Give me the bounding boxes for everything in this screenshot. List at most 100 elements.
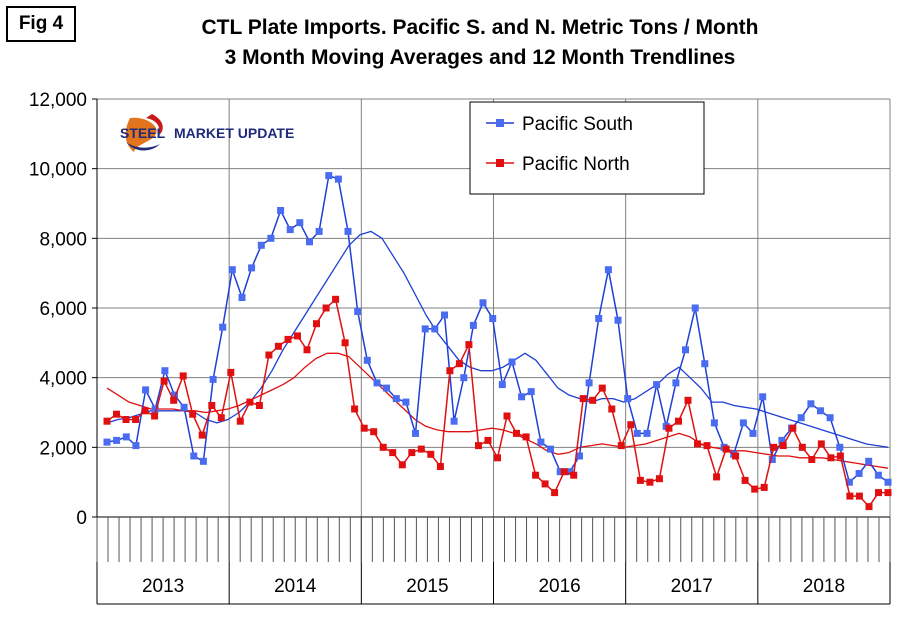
- legend-south-marker: [496, 119, 504, 127]
- data-point-pacific-north: [360, 424, 368, 432]
- legend-north-marker: [496, 159, 504, 167]
- data-point-pacific-north: [798, 443, 806, 451]
- legend-box: [469, 101, 705, 195]
- logo-text-steel: STEEL: [120, 125, 166, 141]
- data-point-pacific-south: [710, 419, 718, 427]
- data-point-pacific-north: [170, 396, 178, 404]
- data-point-pacific-south: [498, 381, 506, 389]
- data-point-pacific-north: [665, 424, 673, 432]
- data-point-pacific-north: [446, 367, 454, 375]
- data-point-pacific-south: [431, 325, 439, 333]
- data-point-pacific-south: [508, 358, 516, 366]
- data-point-pacific-north: [541, 480, 549, 488]
- steel-market-update-logo: STEEL MARKET UPDATE: [120, 114, 294, 152]
- data-point-pacific-south: [701, 360, 709, 368]
- data-point-pacific-south: [392, 395, 400, 403]
- data-point-pacific-south: [171, 391, 178, 399]
- data-point-pacific-south: [797, 414, 805, 422]
- data-point-pacific-south: [547, 445, 554, 453]
- data-point-pacific-north: [332, 295, 340, 303]
- data-point-pacific-south: [122, 433, 130, 441]
- data-point-pacific-south: [489, 315, 497, 322]
- data-point-pacific-south: [682, 346, 689, 354]
- data-point-pacific-north: [417, 445, 425, 453]
- data-point-pacific-north: [227, 368, 235, 376]
- data-point-pacific-south: [267, 234, 275, 242]
- data-point-pacific-south: [759, 393, 767, 401]
- chart-title: CTL Plate Imports. Pacific S. and N. Met…: [201, 16, 759, 39]
- data-point-pacific-north: [703, 442, 711, 450]
- data-point-pacific-south: [566, 468, 574, 476]
- data-point-pacific-north: [513, 429, 520, 437]
- chart-subtitle: 3 Month Moving Averages and 12 Month Tre…: [224, 46, 736, 69]
- data-point-pacific-north: [646, 478, 654, 486]
- data-point-pacific-north: [208, 402, 216, 409]
- data-point-pacific-south: [826, 414, 834, 422]
- data-point-pacific-south: [421, 325, 429, 333]
- data-point-pacific-north: [313, 320, 320, 328]
- data-point-pacific-north: [770, 443, 778, 451]
- x-year-label: 2015: [406, 576, 448, 597]
- data-point-pacific-south: [749, 429, 757, 437]
- data-point-pacific-north: [855, 492, 863, 500]
- data-point-pacific-south: [344, 227, 352, 235]
- data-point-pacific-north: [570, 471, 578, 479]
- data-point-pacific-north: [179, 372, 187, 380]
- data-point-pacific-north: [236, 417, 244, 425]
- y-tick-label: 2,000: [39, 438, 87, 459]
- y-tick-label: 4,000: [39, 369, 87, 390]
- data-point-pacific-north: [741, 476, 749, 484]
- data-point-pacific-north: [808, 456, 816, 463]
- data-point-pacific-south: [836, 443, 844, 451]
- data-point-pacific-south: [614, 316, 622, 324]
- data-point-pacific-south: [315, 227, 323, 235]
- data-point-pacific-north: [817, 440, 825, 448]
- x-year-label: 2017: [671, 576, 713, 597]
- data-point-pacific-north: [141, 407, 149, 415]
- data-point-pacific-south: [248, 264, 256, 272]
- data-point-pacific-north: [494, 454, 501, 462]
- data-point-pacific-south: [180, 403, 188, 411]
- figure-label: Fig 4: [6, 6, 76, 42]
- data-point-pacific-north: [713, 473, 721, 481]
- data-point-pacific-south: [855, 470, 863, 477]
- data-point-pacific-south: [450, 417, 458, 425]
- data-point-pacific-south: [653, 381, 661, 389]
- y-tick-label: 8,000: [39, 229, 87, 250]
- data-point-pacific-south: [412, 429, 419, 437]
- data-point-pacific-south: [633, 429, 641, 437]
- data-point-pacific-north: [303, 346, 311, 354]
- data-point-pacific-south: [151, 405, 159, 413]
- data-point-pacific-south: [768, 456, 776, 463]
- data-point-pacific-south: [518, 393, 526, 401]
- data-point-pacific-south: [874, 471, 882, 479]
- data-point-pacific-north: [265, 351, 273, 359]
- data-point-pacific-north: [408, 449, 416, 457]
- data-point-pacific-south: [845, 478, 853, 486]
- data-point-pacific-north: [122, 416, 130, 423]
- data-point-pacific-south: [190, 452, 198, 460]
- legend: Pacific South Pacific North: [469, 101, 705, 195]
- data-point-pacific-north: [522, 433, 530, 441]
- data-point-pacific-south: [460, 374, 468, 382]
- data-point-pacific-north: [827, 454, 835, 462]
- data-point-pacific-south: [161, 367, 169, 375]
- data-point-pacific-north: [427, 450, 435, 458]
- x-year-label: 2014: [274, 576, 317, 597]
- data-point-pacific-south: [556, 468, 564, 476]
- data-point-pacific-south: [402, 398, 410, 406]
- data-point-pacific-south: [325, 172, 333, 180]
- data-point-pacific-north: [436, 463, 444, 470]
- data-point-pacific-south: [672, 379, 680, 387]
- data-point-pacific-north: [608, 405, 616, 413]
- legend-south-label: Pacific South: [522, 114, 633, 135]
- data-point-pacific-south: [363, 356, 371, 364]
- data-point-pacific-south: [624, 395, 632, 403]
- data-point-pacific-north: [836, 452, 844, 460]
- data-point-pacific-south: [103, 438, 111, 446]
- data-point-pacific-north: [294, 332, 301, 340]
- data-point-pacific-north: [198, 431, 206, 439]
- data-point-pacific-north: [465, 341, 473, 349]
- data-point-pacific-north: [217, 414, 225, 422]
- data-point-pacific-south: [585, 379, 593, 387]
